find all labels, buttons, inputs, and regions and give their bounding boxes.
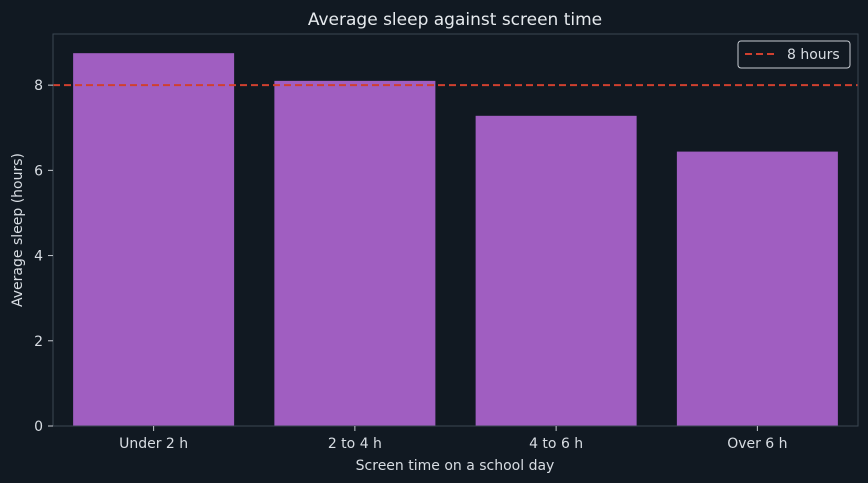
legend-label: 8 hours [787,47,840,63]
y-tick-label: 8 [34,78,43,94]
y-tick-label: 4 [34,249,43,265]
x-tick-label: Over 6 h [727,436,787,452]
bars-group [73,53,838,427]
y-tick-label: 0 [34,419,43,435]
x-tick-label: 4 to 6 h [529,436,583,452]
bar-3 [475,115,637,427]
y-axis: 0 2 4 6 8 [34,78,53,435]
x-tick-label: 2 to 4 h [328,436,382,452]
x-axis: Under 2 h 2 to 4 h 4 to 6 h Over 6 h [119,426,788,452]
y-tick-label: 2 [34,334,43,350]
chart-title: Average sleep against screen time [308,10,602,30]
x-axis-label: Screen time on a school day [356,458,555,474]
legend-box [737,40,851,69]
legend: 8 hours [737,40,851,69]
x-tick-label: Under 2 h [119,436,188,452]
bar-2 [274,80,436,426]
bar-4 [676,151,838,426]
y-tick-label: 6 [34,163,43,179]
bar-1 [73,53,235,426]
y-axis-label: Average sleep (hours) [10,153,26,307]
plot-frame [52,33,859,427]
